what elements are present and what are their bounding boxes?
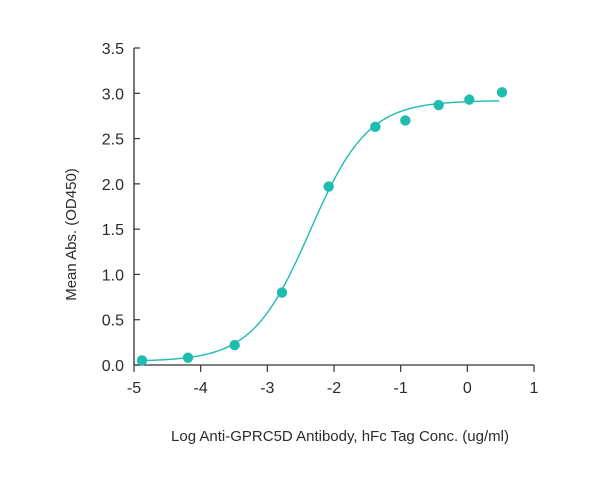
x-tick-label: -4 [194, 380, 208, 397]
x-tick-label: -5 [127, 380, 141, 397]
x-axis-title: Log Anti-GPRC5D Antibody, hFc Tag Conc. … [171, 428, 509, 445]
data-point [464, 94, 475, 105]
fit-curve [141, 100, 500, 362]
data-point [496, 87, 508, 98]
y-tick-label: 2.0 [102, 177, 124, 194]
x-axis-ticks: -5 -4 -3 -2 -1 0 1 [127, 365, 539, 397]
data-point [370, 121, 381, 132]
y-tick-label: 3.5 [102, 41, 124, 58]
x-tick-label: 0 [463, 380, 472, 397]
y-tick-label: 0.0 [102, 358, 124, 375]
data-point [400, 115, 411, 126]
y-axis-title: Mean Abs. (OD450) [63, 168, 80, 301]
axes [133, 48, 534, 366]
y-tick-label: 1.0 [102, 267, 124, 284]
data-point [323, 181, 334, 192]
y-tick-label: 1.5 [102, 222, 124, 239]
data-point [276, 287, 288, 298]
x-tick-label: -1 [394, 380, 408, 397]
data-points [136, 87, 508, 366]
y-axis-ticks: 0.0 0.5 1.0 1.5 2.0 2.5 3.0 3.5 [102, 41, 140, 375]
data-point [229, 339, 240, 351]
data-point [136, 355, 148, 366]
data-point [433, 99, 444, 111]
x-tick-label: 1 [530, 380, 539, 397]
data-point [182, 352, 194, 363]
y-tick-label: 2.5 [102, 132, 124, 149]
x-tick-label: -3 [260, 380, 274, 397]
x-tick-label: -2 [327, 380, 341, 397]
y-tick-label: 0.5 [102, 313, 124, 330]
y-tick-label: 3.0 [102, 86, 124, 103]
